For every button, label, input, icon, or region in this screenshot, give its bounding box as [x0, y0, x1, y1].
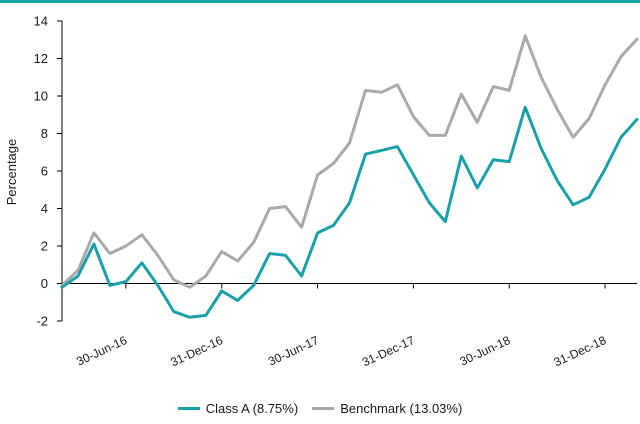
legend-label-class-a: Class A (8.75%)	[205, 400, 299, 416]
y-tick-label: -2	[36, 314, 48, 329]
x-axis-ticks: 30-Jun-16 31-Dec-16 30-Jun-17 31-Dec-17 30-J…	[74, 283, 609, 370]
top-rule	[0, 0, 640, 3]
y-tick-label: 4	[41, 201, 48, 216]
x-tick-label: 31-Dec-18	[552, 333, 609, 370]
series-line-benchmark	[60, 34, 639, 289]
x-tick-label: 30-Jun-17	[266, 333, 321, 369]
y-tick-label: 8	[41, 126, 48, 141]
series-line-class-a	[60, 105, 639, 319]
legend-item-class-a: Class A (8.75%)	[177, 400, 299, 416]
y-tick-label: 12	[34, 51, 48, 66]
y-tick-label: 14	[34, 14, 48, 29]
y-tick-label: 6	[41, 164, 48, 179]
series-lines	[60, 34, 639, 319]
y-axis-label: Percentage	[4, 139, 19, 206]
legend-item-benchmark: Benchmark (13.03%)	[312, 401, 462, 416]
legend: Class A (8.75%) Benchmark (13.03%)	[0, 398, 640, 418]
legend-swatch-class-a	[177, 406, 200, 410]
y-axis-ticks: -2 0 2 4 6 8 10 12 14	[34, 14, 62, 329]
x-tick-label: 31-Dec-16	[168, 333, 225, 370]
y-tick-label: 10	[34, 89, 48, 104]
y-tick-label: 2	[41, 239, 48, 254]
legend-label-benchmark: Benchmark (13.03%)	[340, 400, 463, 416]
x-tick-label: 30-Jun-16	[74, 333, 129, 369]
x-tick-label: 31-Dec-17	[360, 333, 417, 370]
y-tick-label: 0	[41, 276, 48, 291]
legend-swatch-benchmark	[312, 406, 335, 410]
x-tick-label: 30-Jun-18	[458, 333, 513, 369]
